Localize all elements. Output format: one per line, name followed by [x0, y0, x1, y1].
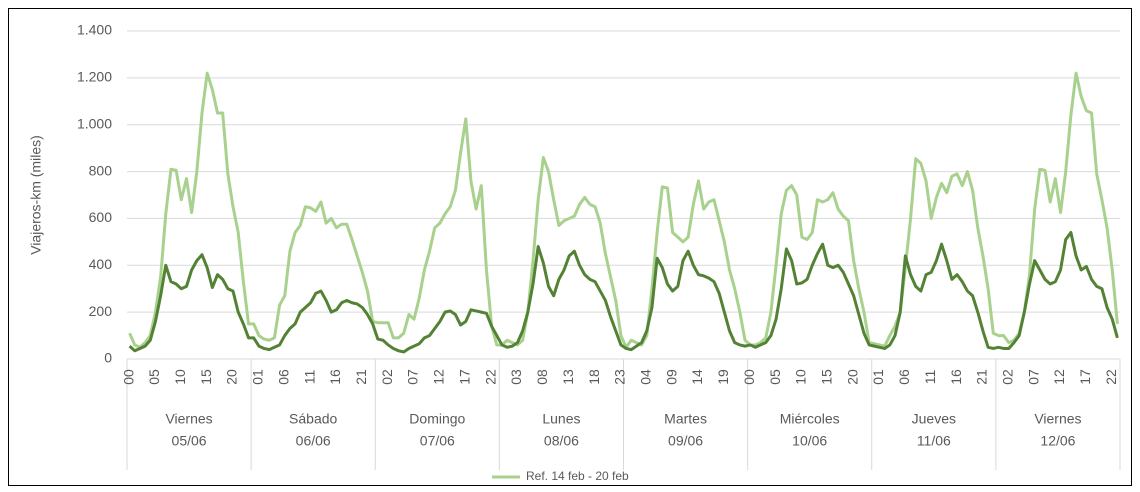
- x-tick-label: 08: [534, 369, 550, 385]
- group-day: Viernes: [165, 411, 212, 427]
- y-tick-label: 400: [89, 256, 113, 272]
- x-tick-label: 03: [508, 369, 524, 385]
- group-date: 12/06: [1040, 433, 1075, 449]
- y-axis-title: Viajeros-km (miles): [28, 135, 44, 255]
- x-tick-label: 16: [948, 369, 964, 385]
- y-tick-label: 1.200: [77, 69, 112, 85]
- x-tick-label: 21: [974, 369, 990, 385]
- x-tick-label: 18: [586, 369, 602, 385]
- y-tick-label: 600: [89, 209, 113, 225]
- y-tick-label: 1.400: [77, 22, 112, 38]
- x-tick-label: 20: [844, 369, 860, 385]
- group-day: Viernes: [1034, 411, 1081, 427]
- x-tick-label: 01: [870, 369, 886, 385]
- y-tick-label: 0: [104, 350, 112, 366]
- x-tick-label: 02: [379, 369, 395, 385]
- group-date: 05/06: [172, 433, 207, 449]
- x-tick-label: 17: [456, 369, 472, 385]
- y-tick-label: 800: [89, 162, 113, 178]
- x-tick-label: 10: [793, 369, 809, 385]
- x-tick-label: 06: [896, 369, 912, 385]
- x-tick-label: 09: [663, 369, 679, 385]
- x-tick-label: 22: [482, 369, 498, 385]
- group-date: 07/06: [420, 433, 455, 449]
- x-tick-label: 00: [741, 369, 757, 385]
- x-tick-label: 10: [172, 369, 188, 385]
- x-tick-label: 22: [1103, 369, 1119, 385]
- series-line: [128, 71, 1119, 349]
- x-tick-label: 02: [1000, 369, 1016, 385]
- x-tick-label: 01: [250, 369, 266, 385]
- group-day: Lunes: [542, 411, 580, 427]
- x-tick-label: 12: [1051, 369, 1067, 385]
- group-date: 06/06: [296, 433, 331, 449]
- x-tick-label: 23: [612, 369, 628, 385]
- x-tick-label: 15: [198, 369, 214, 385]
- x-tick-label: 11: [922, 370, 938, 385]
- group-day: Jueves: [912, 411, 956, 427]
- x-tick-label: 07: [405, 369, 421, 385]
- group-date: 08/06: [544, 433, 579, 449]
- x-tick-label: 05: [767, 369, 783, 385]
- x-tick-label: 20: [224, 369, 240, 385]
- x-tick-label: 04: [637, 369, 653, 385]
- x-tick-label: 16: [327, 369, 343, 385]
- group-date: 09/06: [668, 433, 703, 449]
- x-tick-label: 21: [353, 369, 369, 385]
- x-tick-label: 15: [818, 369, 834, 385]
- legend-label: Ref. 14 feb - 20 feb: [526, 469, 629, 483]
- group-day: Domingo: [409, 411, 465, 427]
- x-tick-label: 05: [146, 369, 162, 385]
- group-day: Martes: [664, 411, 707, 427]
- x-tick-label: 13: [560, 369, 576, 385]
- series-line: [128, 230, 1119, 354]
- x-tick-label: 19: [715, 369, 731, 385]
- group-day: Sábado: [289, 411, 337, 427]
- x-tick-label: 11: [301, 370, 317, 385]
- x-tick-label: 14: [689, 369, 705, 385]
- x-tick-label: 17: [1077, 369, 1093, 385]
- group-day: Miércoles: [780, 411, 840, 427]
- x-tick-label: 12: [431, 369, 447, 385]
- x-tick-label: 00: [120, 369, 136, 385]
- y-tick-label: 200: [89, 303, 113, 319]
- chart-frame: [8, 8, 1132, 486]
- group-date: 11/06: [917, 433, 951, 449]
- y-tick-label: 1.000: [77, 115, 112, 131]
- group-date: 10/06: [792, 433, 827, 449]
- x-tick-label: 07: [1025, 369, 1041, 385]
- x-tick-label: 06: [275, 369, 291, 385]
